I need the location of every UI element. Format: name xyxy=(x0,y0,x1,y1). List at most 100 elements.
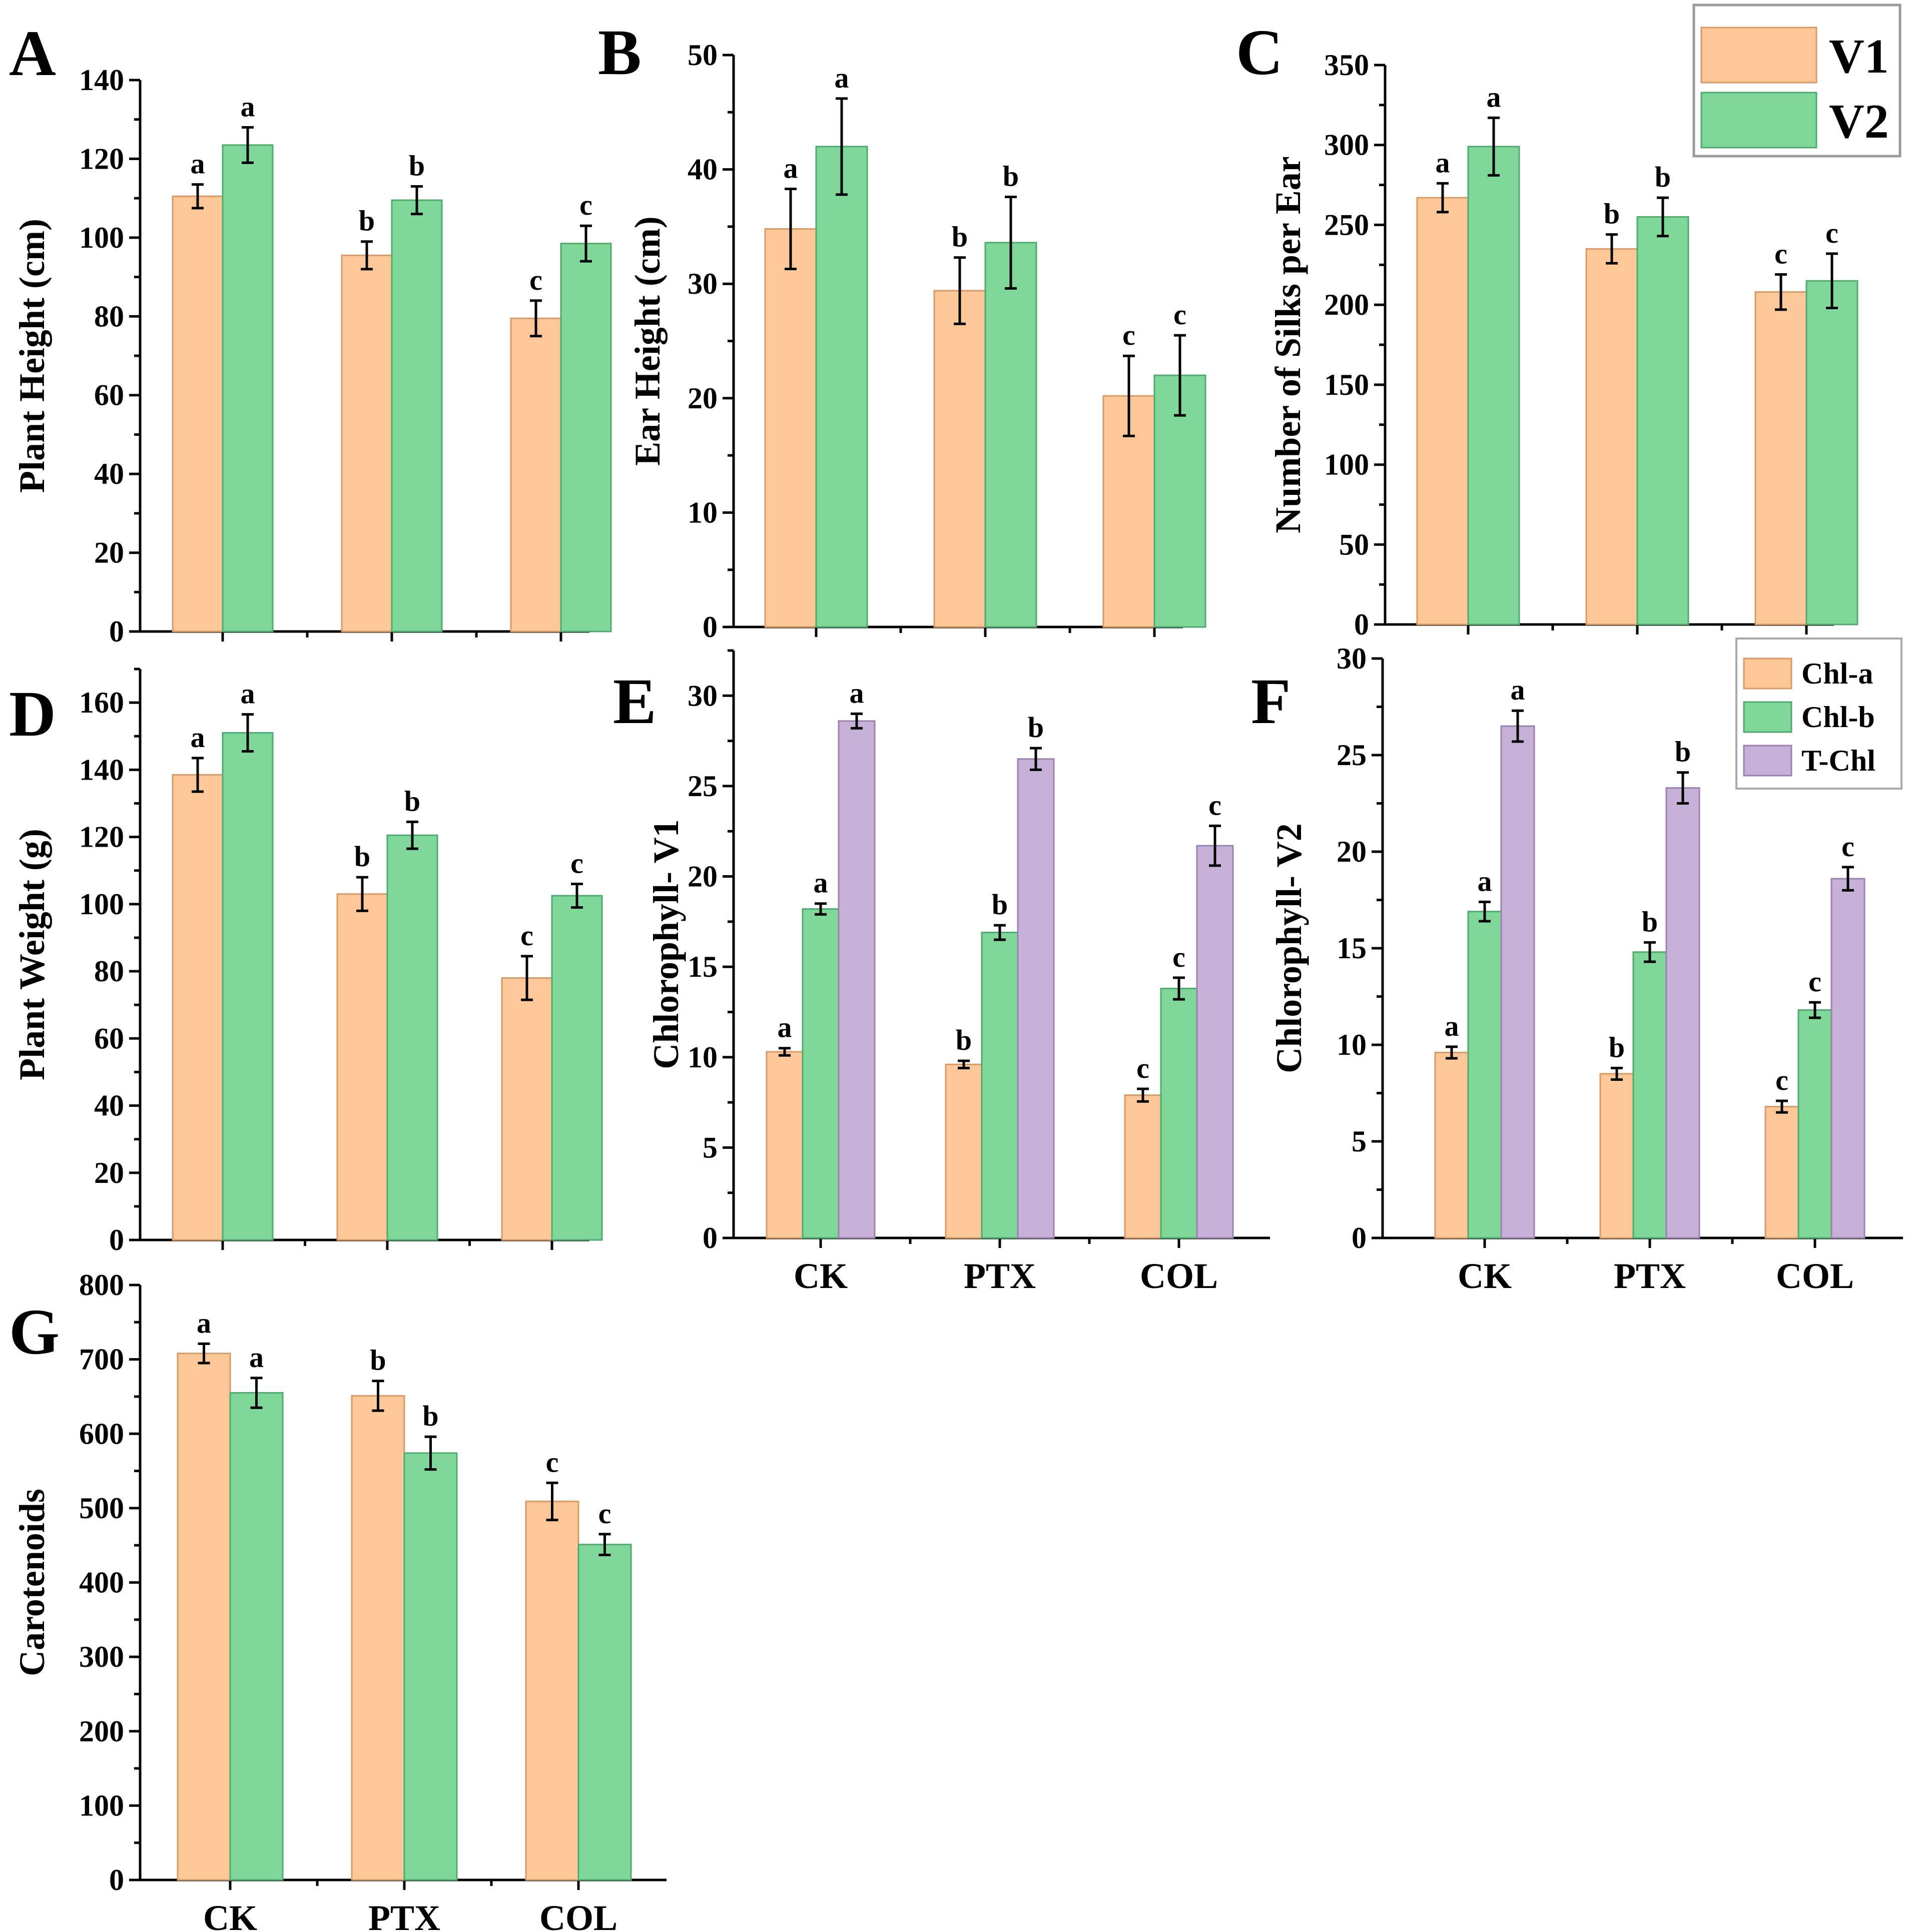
bar-A-V1-CK xyxy=(172,195,224,632)
y-tick-label-D: 20 xyxy=(94,1156,124,1189)
y-tick-label-D: 0 xyxy=(109,1223,124,1256)
y-tick-label-E: 15 xyxy=(688,950,718,983)
significance-letter-G: c xyxy=(598,1497,611,1530)
y-tick-label-E: 30 xyxy=(688,679,718,712)
significance-letter-D: b xyxy=(354,840,370,873)
bar-B-V2-PTX xyxy=(984,242,1037,628)
y-tick-label-A: 20 xyxy=(94,536,124,569)
y-axis-title-C: Number of Silks per Ear xyxy=(1268,156,1308,533)
bar-C-V1-CK xyxy=(1416,197,1469,625)
legend-swatch-chl-a xyxy=(1743,658,1792,690)
significance-letter-A: c xyxy=(579,189,592,221)
y-tick-label-F: 30 xyxy=(1337,642,1367,675)
panel-A: A Plant Height (cm) 0 20 40 60 80 100 120 140 a b c a… xyxy=(9,18,612,648)
legend-swatch-chl-b xyxy=(1743,701,1792,733)
y-tick-label-F: 25 xyxy=(1337,739,1367,772)
significance-letter-C: b xyxy=(1604,198,1620,230)
significance-letter-F: c xyxy=(1808,965,1821,998)
y-tick-label-A: 100 xyxy=(79,221,124,254)
y-tick-label-A: 140 xyxy=(79,64,124,97)
significance-letter-D: b xyxy=(404,785,420,817)
bar-D-V2-COL xyxy=(551,895,603,1241)
y-axis-title-E: Chlorophyll- V1 xyxy=(646,819,686,1069)
y-tick-label-F: 20 xyxy=(1337,835,1367,868)
significance-letter-G: b xyxy=(422,1400,438,1432)
y-tick-label-C: 100 xyxy=(1324,448,1369,481)
bar-A-V2-PTX xyxy=(391,199,443,632)
legend-label-chl-b: Chl-b xyxy=(1801,701,1875,734)
bar-F-T-Chl-COL xyxy=(1830,878,1865,1239)
y-tick-label-A: 0 xyxy=(109,615,124,648)
significance-letter-G: b xyxy=(370,1344,386,1377)
panel-C: C Number of Silks per Ear 0 50 100 150 200 250 3… xyxy=(1236,17,1858,641)
panel-letter-F: F xyxy=(1251,666,1291,738)
y-tick-label-G: 400 xyxy=(79,1566,124,1599)
panel-letter-E: E xyxy=(613,666,657,738)
bar-A-V1-COL xyxy=(510,317,562,632)
y-tick-label-A: 60 xyxy=(94,379,124,412)
bar-A-V1-PTX xyxy=(341,254,393,632)
significance-letter-B: a xyxy=(835,62,849,94)
bar-F-Chl-b-CK xyxy=(1467,911,1502,1239)
y-tick-label-A: 80 xyxy=(94,300,124,333)
significance-letter-C: a xyxy=(1487,81,1501,113)
bar-B-V2-CK xyxy=(815,146,868,628)
panel-D: D Plant Weight (g) 0 20 40 60 80 100 120 140 160 a b… xyxy=(9,668,603,1256)
panel-letter-B: B xyxy=(598,17,642,89)
bar-A-V2-CK xyxy=(222,144,274,632)
y-axis-title-A: Plant Height (cm) xyxy=(12,219,52,493)
significance-letter-D: c xyxy=(520,919,533,952)
bar-C-V1-PTX xyxy=(1585,248,1638,625)
y-tick-label-A: 40 xyxy=(94,457,124,490)
category-label-E: CK xyxy=(794,1256,848,1296)
significance-letter-D: a xyxy=(191,721,205,754)
significance-letter-B: b xyxy=(1003,160,1019,192)
category-label-F: CK xyxy=(1458,1256,1512,1296)
bar-E-T-Chl-CK xyxy=(838,720,876,1239)
bar-E-Chl-b-PTX xyxy=(981,932,1019,1239)
bar-E-T-Chl-COL xyxy=(1196,845,1234,1239)
y-tick-label-G: 0 xyxy=(109,1863,124,1896)
y-tick-label-G: 700 xyxy=(79,1343,124,1376)
panel-B: B Ear Height (cm) 0 10 20 30 40 50 a b c a b c xyxy=(598,17,1206,643)
bar-F-T-Chl-CK xyxy=(1500,725,1535,1239)
significance-letter-A: b xyxy=(359,205,375,237)
significance-letter-F: b xyxy=(1675,736,1691,768)
y-axis-title-G: Carotenoids xyxy=(12,1489,52,1676)
legend-swatch-V1 xyxy=(1700,27,1817,84)
bar-E-Chl-b-COL xyxy=(1160,988,1198,1239)
bar-D-V1-PTX xyxy=(336,893,388,1241)
y-tick-label-D: 160 xyxy=(79,686,124,719)
significance-letter-F: c xyxy=(1775,1064,1788,1096)
variety-legend: V1 V2 xyxy=(1692,4,1901,158)
significance-letter-F: c xyxy=(1841,830,1854,863)
bar-C-V2-COL xyxy=(1805,280,1858,625)
significance-letter-C: a xyxy=(1436,146,1450,179)
legend-swatch-V2 xyxy=(1700,92,1817,149)
panel-F: F Chlorophyll- V2 0 5 10 15 20 25 30 CK PTX COL a b c a… xyxy=(1251,642,1903,1296)
bar-G-V1-PTX xyxy=(351,1395,405,1881)
bar-F-T-Chl-PTX xyxy=(1665,787,1700,1239)
y-tick-label-C: 200 xyxy=(1324,288,1369,321)
significance-letter-A: a xyxy=(241,90,255,123)
significance-letter-E: a xyxy=(850,677,864,709)
y-tick-label-D: 40 xyxy=(94,1089,124,1122)
bar-B-V2-COL xyxy=(1153,374,1206,628)
y-tick-label-C: 350 xyxy=(1324,49,1369,82)
panel-letter-A: A xyxy=(9,18,56,90)
bar-D-V1-COL xyxy=(501,977,553,1241)
bar-E-Chl-a-COL xyxy=(1124,1094,1162,1239)
category-label-G: CK xyxy=(203,1898,257,1932)
category-label-G: COL xyxy=(539,1898,617,1932)
y-tick-label-D: 120 xyxy=(79,821,124,854)
significance-letter-F: a xyxy=(1478,865,1492,897)
significance-letter-F: a xyxy=(1445,1010,1459,1042)
bar-C-V1-COL xyxy=(1754,291,1807,625)
y-axis-title-B: Ear Height (cm) xyxy=(627,216,668,466)
category-label-E: COL xyxy=(1140,1256,1218,1296)
bar-F-Chl-a-CK xyxy=(1434,1051,1469,1239)
legend-swatch-t-chl xyxy=(1743,745,1792,777)
legend-label-V2: V2 xyxy=(1829,95,1889,149)
chlorophyll-legend: Chl-a Chl-b T-Chl xyxy=(1735,637,1902,790)
bar-E-Chl-a-CK xyxy=(766,1051,804,1239)
